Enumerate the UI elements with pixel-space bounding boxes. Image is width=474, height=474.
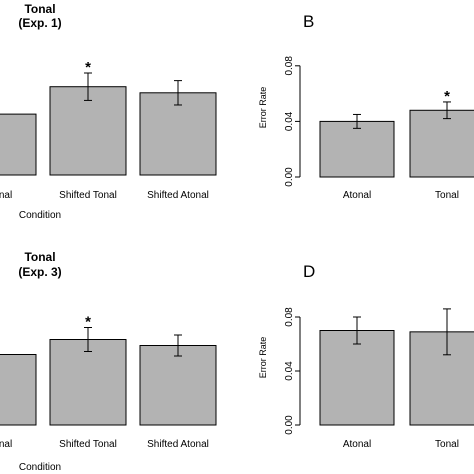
significance-star: * — [85, 314, 91, 331]
bar — [49, 339, 127, 426]
significance-star: * — [444, 88, 450, 105]
chart-panel-4: D 0.00 0.04 0.08 Error Rate Atonal Tonal — [258, 262, 474, 450]
significance-star: * — [85, 59, 91, 76]
bar — [0, 113, 37, 176]
bar — [319, 120, 395, 178]
bar — [139, 345, 217, 426]
x-tick-label: Atonal — [343, 190, 371, 201]
bar — [409, 109, 474, 178]
y-tick-label: 0.00 — [284, 167, 295, 187]
chart-panel-1: Tonal(Exp. 1) Atonal * Shifted Tonal Shifted… — [0, 2, 217, 221]
chart-title: Tonal — [24, 2, 55, 16]
chart-subtitle: (Exp. 1) — [18, 16, 61, 30]
y-tick-label: 0.04 — [284, 111, 295, 131]
y-tick-label: 0.04 — [284, 361, 295, 381]
chart-panel-3: Tonal(Exp. 3) Atonal * Shifted Tonal Shifted… — [0, 250, 217, 473]
y-tick-label: 0.08 — [284, 56, 295, 76]
x-tick-label: Tonal — [435, 439, 459, 450]
x-axis-label: Condition — [19, 462, 61, 473]
x-tick-label: Atonal — [343, 439, 371, 450]
x-tick-label: Tonal — [435, 190, 459, 201]
x-tick-label: Atonal — [0, 439, 12, 450]
x-tick-label: Shifted Atonal — [147, 190, 209, 201]
y-axis-label: Error Rate — [258, 87, 268, 129]
y-tick-label: 0.08 — [284, 307, 295, 327]
bar — [319, 330, 395, 426]
x-tick-label: Shifted Tonal — [59, 439, 117, 450]
y-axis-label: Error Rate — [258, 337, 268, 379]
x-tick-label: Shifted Atonal — [147, 439, 209, 450]
chart-subtitle: (Exp. 3) — [18, 265, 61, 279]
bar — [409, 331, 474, 426]
x-tick-label: Atonal — [0, 190, 12, 201]
panel-label: D — [303, 262, 315, 281]
bar — [49, 86, 127, 176]
y-tick-label: 0.00 — [284, 415, 295, 435]
bar — [0, 354, 37, 426]
x-tick-label: Shifted Tonal — [59, 190, 117, 201]
chart-panel-2: B 0.00 0.04 0.08 Error Rate Atonal * Tonal — [258, 12, 474, 201]
panel-label: B — [303, 12, 314, 31]
chart-title: Tonal — [24, 250, 55, 264]
x-axis-label: Condition — [19, 210, 61, 221]
